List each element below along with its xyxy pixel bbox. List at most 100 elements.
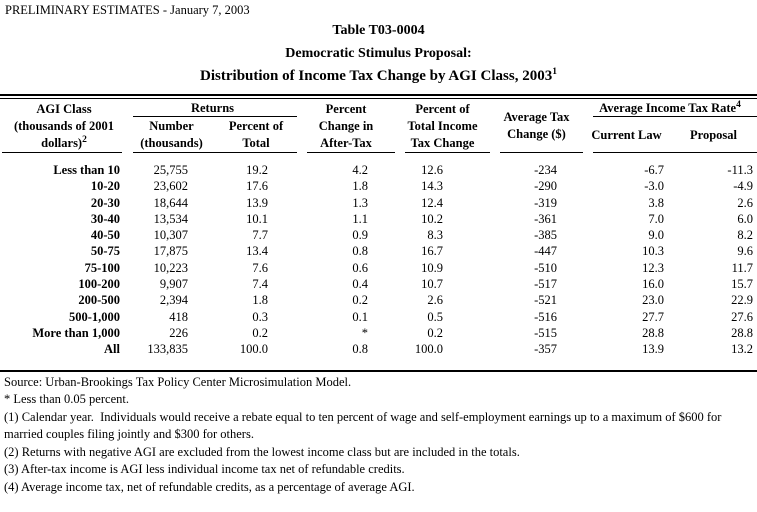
returns-percent-cell: 13.9 bbox=[246, 195, 268, 210]
returns-number-cell: 13,534 bbox=[153, 211, 188, 226]
proposal-rate-cell: -4.9 bbox=[733, 179, 753, 194]
proposal-rate-cell: 28.8 bbox=[731, 325, 753, 340]
table-row: 200-500 2,394 1.8 0.2 2.6 -521 23.0 22.9 bbox=[0, 292, 757, 308]
current-law-rate-cell: 28.8 bbox=[642, 325, 664, 340]
returns-number-cell: 18,644 bbox=[153, 195, 188, 210]
table-row: 500-1,000 418 0.3 0.1 0.5 -516 27.7 27.6 bbox=[0, 309, 757, 325]
pct-change-after-tax-cell: 1.8 bbox=[352, 179, 368, 194]
returns-percent-cell: 7.4 bbox=[252, 277, 268, 292]
agi-class-cell: More than 1,000 bbox=[32, 325, 120, 340]
pct-total-income-tax-change-cell: 100.0 bbox=[414, 342, 443, 357]
avg-tax-change-cell: -234 bbox=[534, 163, 557, 177]
returns-percent-cell: 13.4 bbox=[246, 244, 268, 259]
returns-percent-cell: 1.8 bbox=[252, 293, 268, 308]
table-row: 30-40 13,534 10.1 1.1 10.2 -361 7.0 6.0 bbox=[0, 211, 757, 227]
returns-number-cell: 2,394 bbox=[159, 293, 188, 308]
table-row: 20-30 18,644 13.9 1.3 12.4 -319 3.8 2.6 bbox=[0, 195, 757, 211]
footnote-4: (4) Average income tax, net of refundabl… bbox=[4, 479, 415, 494]
agi-class-footnote-ref: 2 bbox=[82, 134, 87, 145]
current-law-rate-cell: -6.7 bbox=[644, 163, 664, 177]
current-law-rate-cell: 13.9 bbox=[642, 342, 664, 357]
avg-tax-change-cell: -516 bbox=[534, 309, 557, 324]
avg-tax-change-cell: -385 bbox=[534, 228, 557, 243]
pct-total-income-tax-change-cell: 10.9 bbox=[421, 260, 443, 275]
returns-number-cell: 226 bbox=[169, 325, 188, 340]
current-law-rate-cell: 23.0 bbox=[642, 293, 664, 308]
preliminary-note: PRELIMINARY ESTIMATES - January 7, 2003 bbox=[5, 3, 250, 17]
agi-class-cell: 75-100 bbox=[84, 260, 120, 275]
table-row: 50-75 17,875 13.4 0.8 16.7 -447 10.3 9.6 bbox=[0, 243, 757, 259]
pct-total-income-tax-change-cell: 10.7 bbox=[421, 277, 443, 292]
table-row: More than 1,000 226 0.2 * 0.2 -515 28.8 … bbox=[0, 325, 757, 341]
proposal-rate-cell: 11.7 bbox=[731, 260, 753, 275]
avg-tax-change-cell: -521 bbox=[534, 293, 557, 308]
col-header-proposal: Proposal bbox=[670, 117, 757, 153]
returns-number-cell: 418 bbox=[169, 309, 188, 324]
col-header-avg-tax-change: Average Tax Change ($) bbox=[490, 99, 583, 153]
returns-number-cell: 25,755 bbox=[153, 163, 188, 177]
avg-tax-change-cell: -517 bbox=[534, 277, 557, 292]
pct-change-after-tax-cell: 0.4 bbox=[352, 277, 368, 292]
col-header-pct-change-after-tax: Percent Change in After-Tax bbox=[297, 99, 395, 153]
table-row: 40-50 10,307 7.7 0.9 8.3 -385 9.0 8.2 bbox=[0, 227, 757, 243]
document-page: PRELIMINARY ESTIMATES - January 7, 2003 … bbox=[0, 3, 757, 494]
returns-percent-cell: 10.1 bbox=[246, 211, 268, 226]
avg-income-tax-rate-header-text: Average Income Tax Rate bbox=[599, 100, 737, 115]
pct-change-after-tax-cell: 0.6 bbox=[352, 260, 368, 275]
returns-percent-cell: 7.6 bbox=[252, 260, 268, 275]
pct-total-income-tax-change-cell: 0.5 bbox=[427, 309, 443, 324]
proposal-rate-cell: 6.0 bbox=[737, 211, 753, 226]
returns-percent-cell: 17.6 bbox=[246, 179, 268, 194]
current-law-rate-cell: 9.0 bbox=[648, 228, 664, 243]
col-group-returns: Returns bbox=[128, 99, 297, 117]
table-row: All 133,835 100.0 0.8 100.0 -357 13.9 13… bbox=[0, 341, 757, 357]
top-double-rule bbox=[0, 94, 757, 99]
table-title-footnote-ref: 1 bbox=[552, 67, 557, 77]
proposal-rate-cell: 2.6 bbox=[737, 195, 753, 210]
current-law-rate-cell: 27.7 bbox=[642, 309, 664, 324]
avg-tax-change-cell: -290 bbox=[534, 179, 557, 194]
agi-class-cell: Less than 10 bbox=[53, 163, 120, 177]
avg-income-tax-rate-footnote-ref: 4 bbox=[736, 99, 741, 110]
agi-class-header-text: AGI Class (thousands of 2001 dollars) bbox=[13, 101, 115, 150]
agi-class-cell: 40-50 bbox=[90, 228, 120, 243]
table-subtitle: Democratic Stimulus Proposal: bbox=[285, 46, 472, 61]
current-law-rate-cell: -3.0 bbox=[644, 179, 664, 194]
source-note: Source: Urban-Brookings Tax Policy Cente… bbox=[4, 374, 352, 389]
table-row: 10-20 23,602 17.6 1.8 14.3 -290 -3.0 -4.… bbox=[0, 178, 757, 194]
pct-change-after-tax-cell: 0.1 bbox=[352, 309, 368, 324]
col-group-avg-income-tax-rate: Average Income Tax Rate4 bbox=[583, 99, 757, 117]
avg-tax-change-cell: -510 bbox=[534, 260, 557, 275]
avg-tax-change-cell: -515 bbox=[534, 325, 557, 340]
table-body: Less than 10 25,755 19.2 4.2 12.6 -234 -… bbox=[0, 153, 757, 358]
returns-percent-cell: 0.2 bbox=[252, 325, 268, 340]
returns-number-cell: 23,602 bbox=[153, 179, 188, 194]
table-header: AGI Class (thousands of 2001 dollars)2 R… bbox=[0, 99, 757, 153]
footnote-1: (1) Calendar year. Individuals would rec… bbox=[4, 409, 725, 442]
current-law-rate-cell: 12.3 bbox=[642, 260, 664, 275]
pct-total-income-tax-change-cell: 2.6 bbox=[427, 293, 443, 308]
proposal-rate-cell: 22.9 bbox=[731, 293, 753, 308]
proposal-rate-cell: -11.3 bbox=[727, 163, 753, 177]
returns-number-cell: 10,307 bbox=[153, 228, 188, 243]
current-law-rate-cell: 7.0 bbox=[648, 211, 664, 226]
pct-total-income-tax-change-cell: 12.4 bbox=[421, 195, 443, 210]
pct-total-income-tax-change-cell: 0.2 bbox=[427, 325, 443, 340]
footnote-2: (2) Returns with negative AGI are exclud… bbox=[4, 444, 520, 459]
col-header-number: Number (thousands) bbox=[128, 117, 215, 153]
avg-tax-change-cell: -447 bbox=[534, 244, 557, 259]
footnote-asterisk: * Less than 0.05 percent. bbox=[4, 392, 129, 407]
agi-class-cell: 100-200 bbox=[78, 277, 120, 292]
returns-number-cell: 17,875 bbox=[153, 244, 188, 259]
footnote-3: (3) After-tax income is AGI less individ… bbox=[4, 462, 405, 477]
returns-number-cell: 9,907 bbox=[159, 277, 188, 292]
agi-class-cell: 200-500 bbox=[78, 293, 120, 308]
proposal-rate-cell: 8.2 bbox=[737, 228, 753, 243]
pct-total-income-tax-change-cell: 12.6 bbox=[421, 163, 443, 177]
returns-percent-cell: 19.2 bbox=[246, 163, 268, 177]
distribution-table: AGI Class (thousands of 2001 dollars)2 R… bbox=[0, 99, 757, 358]
proposal-rate-cell: 27.6 bbox=[731, 309, 753, 324]
pct-change-after-tax-cell: 1.1 bbox=[352, 211, 368, 226]
proposal-rate-cell: 9.6 bbox=[737, 244, 753, 259]
returns-percent-cell: 0.3 bbox=[252, 309, 268, 324]
